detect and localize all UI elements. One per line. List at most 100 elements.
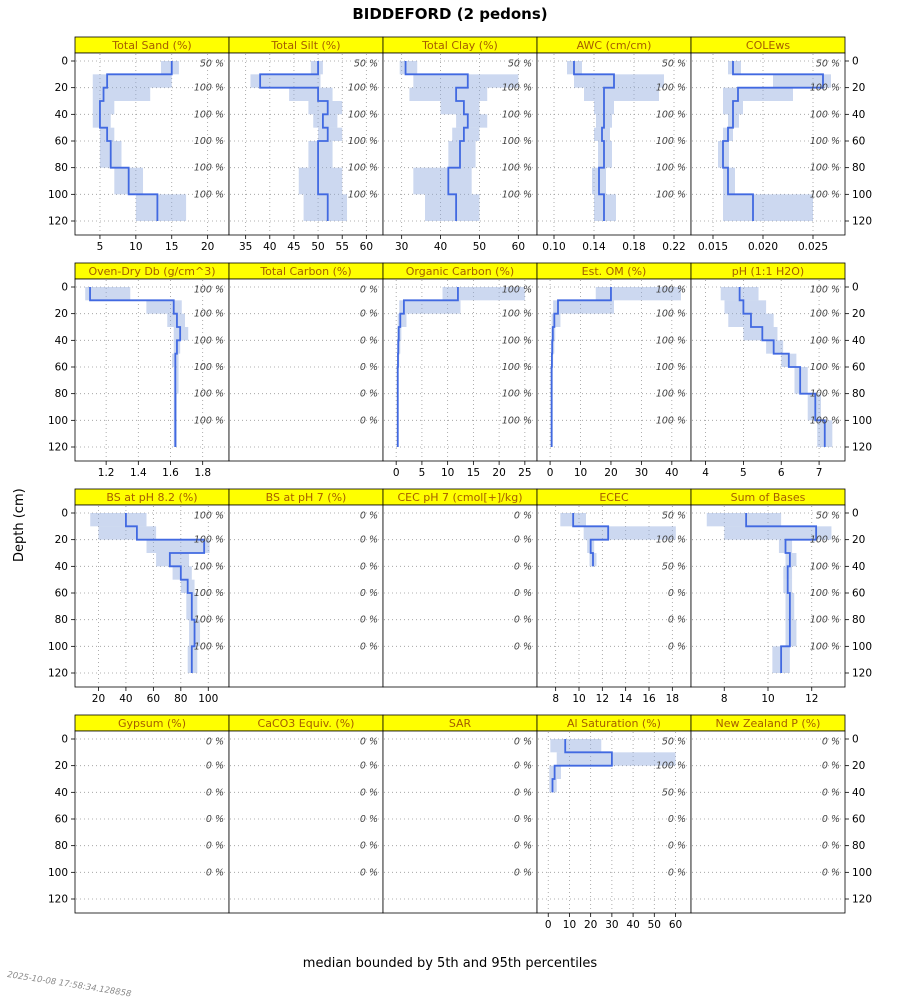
x-tick-label: 14 <box>619 693 633 705</box>
contributing-fraction-label: 0 % <box>360 588 378 599</box>
contributing-fraction-label: 0 % <box>360 867 378 878</box>
x-tick-label: 16 <box>642 693 656 705</box>
contributing-fraction-label: 0 % <box>668 641 686 652</box>
contributing-fraction-label: 100 % <box>810 641 840 652</box>
contributing-fraction-label: 100 % <box>194 136 224 147</box>
x-tick-label: 50 <box>473 241 486 253</box>
y-tick-label: 40 <box>55 787 68 799</box>
contributing-fraction-label: 50 % <box>662 511 686 522</box>
y-tick-label: 80 <box>55 614 68 626</box>
contributing-fraction-label: 0 % <box>514 814 532 825</box>
contributing-fraction-label: 100 % <box>810 588 840 599</box>
contributing-fraction-label: 0 % <box>668 615 686 626</box>
contributing-fraction-label: 100 % <box>194 588 224 599</box>
x-tick-label: 20 <box>201 241 214 253</box>
y-tick-label: 20 <box>852 308 865 320</box>
contributing-fraction-label: 0 % <box>514 641 532 652</box>
contributing-fraction-label: 100 % <box>656 309 686 320</box>
x-tick-label: 1.4 <box>130 467 147 479</box>
contributing-fraction-label: 0 % <box>514 867 532 878</box>
x-tick-label: 60 <box>147 693 160 705</box>
panel-area <box>536 278 692 462</box>
contributing-fraction-label: 100 % <box>810 535 840 546</box>
x-tick-label: 10 <box>574 467 587 479</box>
x-tick-label: 0.025 <box>798 241 828 253</box>
x-tick-label: 45 <box>287 241 300 253</box>
x-tick-label: 40 <box>263 241 276 253</box>
contributing-fraction-label: 50 % <box>662 787 686 798</box>
contributing-fraction-label: 50 % <box>816 59 840 70</box>
strip-title: BS at pH 8.2 (%) <box>106 491 197 504</box>
contributing-fraction-label: 100 % <box>810 83 840 94</box>
x-tick-label: 60 <box>669 919 682 931</box>
contributing-fraction-label: 0 % <box>360 389 378 400</box>
contributing-fraction-label: 100 % <box>656 335 686 346</box>
x-tick-label: 40 <box>626 919 639 931</box>
contributing-fraction-label: 100 % <box>502 136 532 147</box>
panel-colews: COLEws 0.015 0.020 0.025 0 20 40 60 80 100 120 50 %… <box>690 36 872 253</box>
x-tick-label: 35 <box>239 241 252 253</box>
y-tick-label: 100 <box>48 415 68 427</box>
x-tick-label: 40 <box>665 467 678 479</box>
median-line <box>738 287 826 447</box>
y-tick-label: 100 <box>852 189 872 201</box>
x-tick-label: 80 <box>174 693 187 705</box>
panel-area <box>690 504 846 688</box>
x-tick-label: 100 <box>198 693 218 705</box>
contributing-fraction-label: 100 % <box>502 163 532 174</box>
contributing-fraction-label: 100 % <box>810 415 840 426</box>
contributing-fraction-label: 100 % <box>194 535 224 546</box>
y-tick-label: 40 <box>852 787 865 799</box>
contributing-fraction-label: 100 % <box>502 189 532 200</box>
contributing-fraction-label: 0 % <box>360 415 378 426</box>
contributing-fraction-label: 100 % <box>194 189 224 200</box>
panel-area <box>228 52 384 236</box>
contributing-fraction-label: 100 % <box>502 362 532 373</box>
contributing-fraction-label: 50 % <box>200 59 224 70</box>
x-tick-label: 8 <box>721 693 728 705</box>
median-line <box>89 287 182 447</box>
x-tick-label: 15 <box>467 467 480 479</box>
panel-area <box>228 730 384 914</box>
contributing-fraction-label: 50 % <box>354 59 378 70</box>
y-tick-label: 120 <box>852 216 872 228</box>
strip-title: Al Saturation (%) <box>567 717 661 730</box>
contributing-fraction-label: 100 % <box>194 561 224 572</box>
panel-oven-dry-db-g-cm-3: Oven-Dry Db (g/cm^3) 1.2 1.4 1.6 1.8 0 20 40 60 8… <box>48 262 230 479</box>
x-tick-label: 20 <box>584 919 597 931</box>
x-tick-label: 1.6 <box>162 467 179 479</box>
contributing-fraction-label: 100 % <box>810 163 840 174</box>
y-tick-label: 80 <box>852 614 865 626</box>
x-tick-label: 50 <box>648 919 661 931</box>
contributing-fraction-label: 0 % <box>822 737 840 748</box>
contributing-fraction-label: 100 % <box>810 561 840 572</box>
strip-title: Gypsum (%) <box>118 717 186 730</box>
y-tick-label: 100 <box>852 415 872 427</box>
contributing-fraction-label: 100 % <box>656 189 686 200</box>
contributing-fraction-label: 0 % <box>360 761 378 772</box>
x-tick-label: 15 <box>165 241 178 253</box>
y-tick-label: 0 <box>61 282 68 294</box>
contributing-fraction-label: 100 % <box>348 163 378 174</box>
contributing-fraction-label: 0 % <box>206 841 224 852</box>
contributing-fraction-label: 100 % <box>194 389 224 400</box>
panel-total-carbon: Total Carbon (%) 0 % 0 % 0 % 0 % 0 % 0 % <box>228 262 384 462</box>
y-tick-label: 0 <box>852 282 859 294</box>
panel-total-sand: Total Sand (%) 5 10 15 20 0 20 40 60 80 100 120 50 %… <box>48 36 230 253</box>
x-tick-label: 6 <box>778 467 785 479</box>
median-line <box>125 513 206 673</box>
y-tick-label: 0 <box>852 508 859 520</box>
y-tick-label: 20 <box>852 760 865 772</box>
x-tick-label: 0 <box>545 919 552 931</box>
y-tick-label: 0 <box>61 508 68 520</box>
strip-title: AWC (cm/cm) <box>577 39 652 52</box>
x-tick-label: 5 <box>419 467 426 479</box>
contributing-fraction-label: 100 % <box>194 163 224 174</box>
y-tick-label: 60 <box>852 136 865 148</box>
contributing-fraction-label: 0 % <box>822 787 840 798</box>
contributing-fraction-label: 100 % <box>656 136 686 147</box>
contributing-fraction-label: 100 % <box>194 415 224 426</box>
x-tick-label: 25 <box>518 467 531 479</box>
contributing-fraction-label: 100 % <box>502 335 532 346</box>
